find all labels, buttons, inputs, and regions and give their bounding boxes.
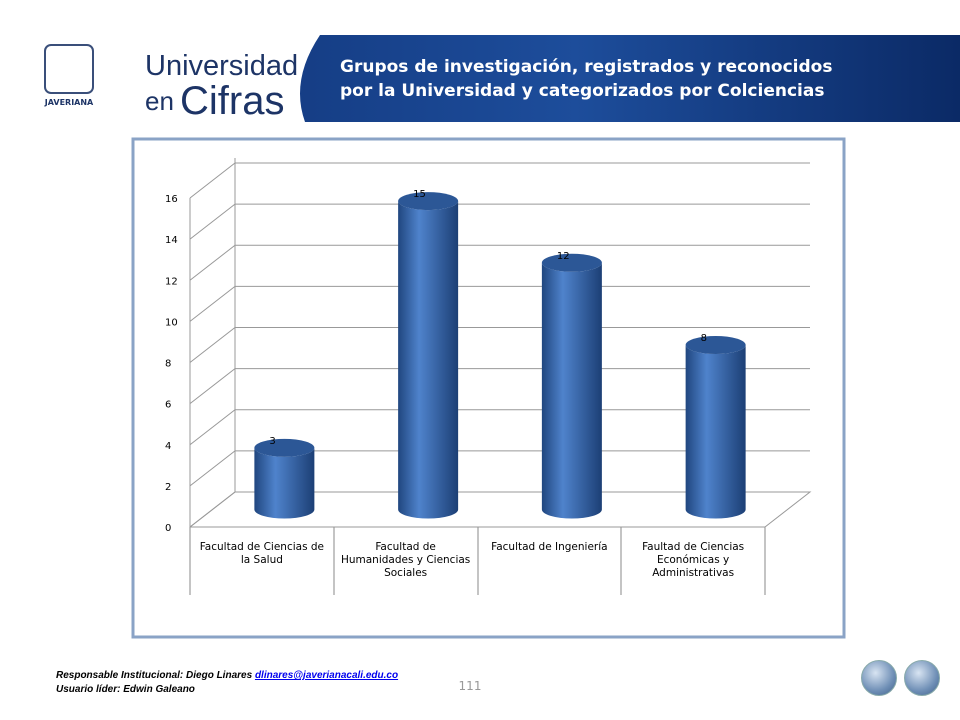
grid-line	[189, 327, 810, 363]
y-tick-label: 2	[165, 482, 171, 493]
brand: en	[145, 86, 174, 116]
brand: Cifras	[180, 79, 284, 123]
y-tick-label: 6	[165, 400, 171, 411]
x-tick-label: Faultad de Ciencias Económicas y Adminis…	[642, 541, 745, 579]
x-tick-label: Facultad de Ingeniería	[491, 541, 608, 553]
leader: Usuario líder: Edwin Galeano	[56, 684, 195, 695]
email-link[interactable]: dlinares@javerianacali.edu.co	[254, 670, 399, 681]
brand: Universidad	[145, 50, 298, 82]
bar-top	[685, 336, 746, 354]
value-label: 8	[701, 333, 707, 344]
back-button[interactable]	[861, 660, 897, 696]
y-tick-label: 12	[165, 276, 178, 287]
page-number: 111	[459, 679, 482, 693]
logo-area	[0, 35, 320, 122]
y-tick-label: 10	[165, 317, 178, 328]
bar-top	[254, 438, 315, 457]
grid-line	[189, 491, 810, 528]
y-tick-label: 0	[165, 523, 171, 534]
bar-top	[398, 192, 459, 211]
grid-line	[189, 409, 810, 446]
crest	[44, 44, 94, 94]
grid-line	[189, 244, 810, 281]
title: Grupos de investigación, registrados y r…	[340, 57, 832, 77]
bar	[254, 447, 315, 519]
x-tick-label: Facultad de Ciencias de la Salud	[199, 541, 325, 566]
grid-line	[189, 450, 810, 487]
y-tick-label: 4	[165, 441, 171, 452]
y-tick-label: 8	[165, 359, 171, 370]
home-button[interactable]	[904, 660, 940, 696]
grid-line	[189, 162, 810, 199]
y-tick-label: 14	[165, 235, 178, 246]
bar	[398, 201, 459, 519]
y-tick-label: 16	[165, 194, 178, 205]
responsible: Responsable Institucional: Diego Linares…	[56, 670, 398, 681]
value-label: 15	[413, 189, 426, 200]
grid-line	[189, 285, 810, 322]
grid-line	[189, 203, 810, 240]
grid-line	[189, 368, 810, 405]
responsible-text: Responsable Institucional: Diego Linares	[56, 670, 255, 681]
value-label: 3	[269, 436, 275, 447]
bar	[541, 262, 602, 519]
bar-top	[541, 253, 602, 272]
bar	[685, 345, 746, 519]
title: por la Universidad y categorizados por C…	[340, 81, 824, 101]
value-label: 12	[557, 251, 570, 262]
crest-text: JAVERIANA	[44, 98, 94, 107]
x-tick-label: Facultad de Humanidades y Ciencias Socia…	[340, 541, 471, 579]
